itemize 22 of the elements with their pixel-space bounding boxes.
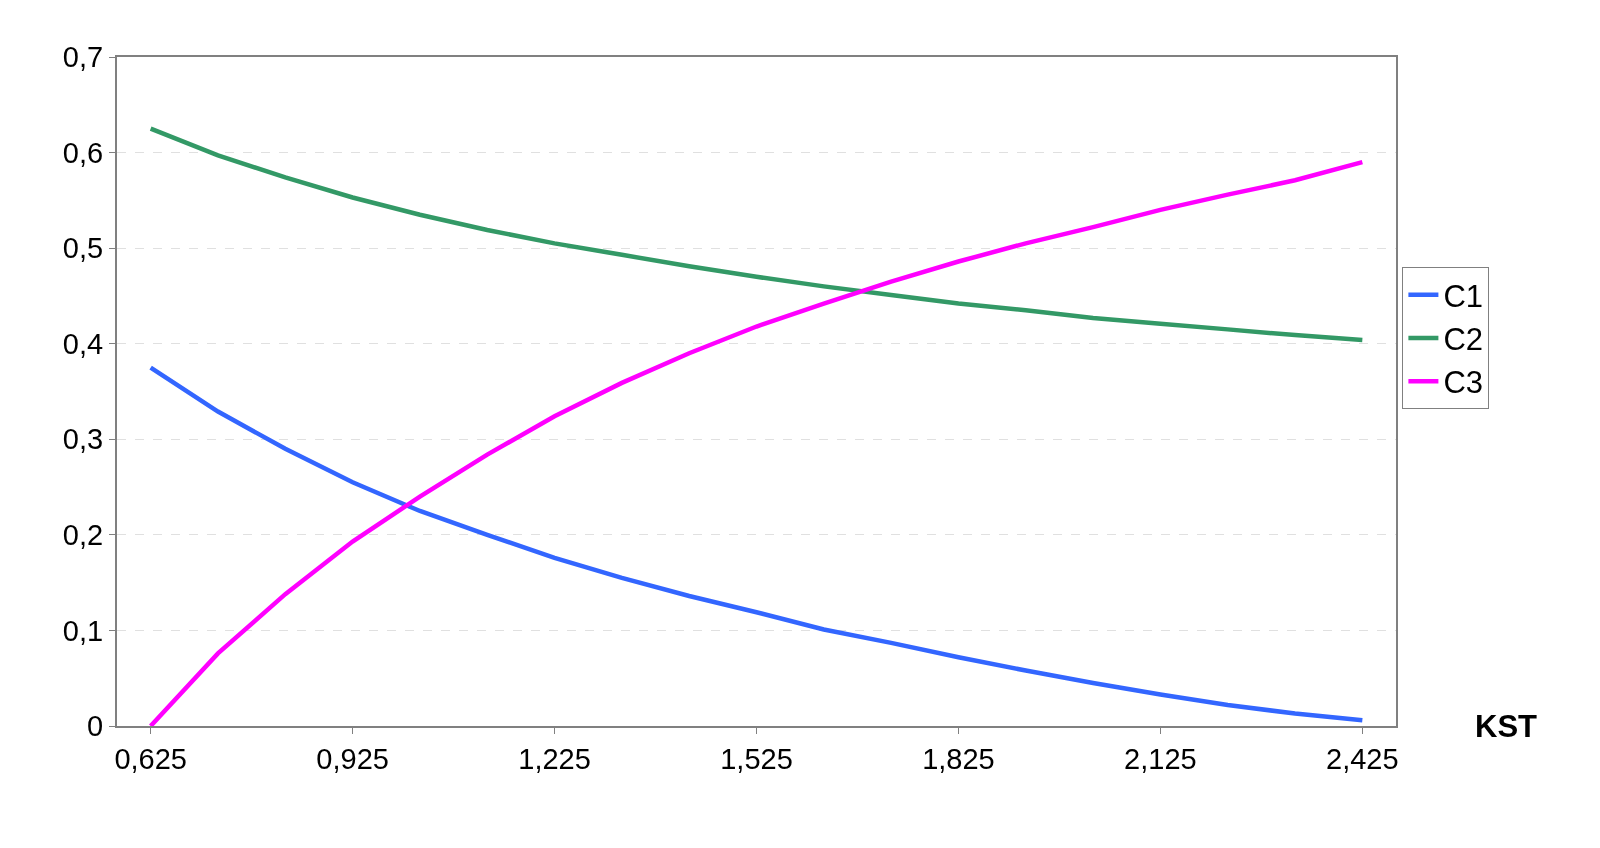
x-tick-label: 0,625 [114,742,187,775]
y-tick-label: 0,5 [62,232,104,265]
y-tick-label: 0 [87,710,104,743]
y-tick-label: 0,3 [62,423,104,456]
line-series [148,159,1365,726]
x-tick-label: 1,225 [518,742,591,775]
y-tick-label: 0,1 [62,614,104,647]
x-axis-title: KST [1475,709,1538,744]
legend-label: C1 [1443,278,1484,314]
y-tick-label: 0,7 [62,41,104,74]
y-tick-label: 0,4 [62,327,104,360]
x-tick-label: 2,425 [1326,742,1399,775]
x-tick-label: 1,825 [922,742,995,775]
line-series [148,126,1365,343]
x-tick-label: 0,925 [316,742,389,775]
x-tick-label: 1,525 [720,742,793,775]
line-series [148,365,1365,723]
legend-label: C2 [1443,322,1484,358]
x-tick-label: 2,125 [1124,742,1197,775]
legend-label: C3 [1443,365,1484,401]
y-tick-label: 0,2 [62,519,104,552]
y-tick-label: 0,6 [62,136,104,169]
